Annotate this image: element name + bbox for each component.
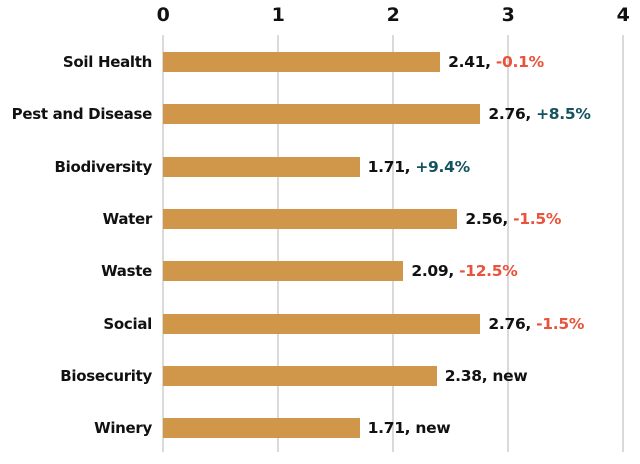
gridline: [507, 35, 509, 452]
value-label: 2.41, -0.1%: [448, 52, 544, 72]
category-label: Soil Health: [62, 53, 152, 71]
value-label: 2.38, new: [445, 366, 528, 386]
bar: [163, 52, 441, 72]
value-number: 2.41,: [448, 53, 496, 71]
value-change: new: [415, 419, 451, 438]
gridline: [392, 35, 394, 452]
gridline: [277, 35, 279, 452]
bar: [163, 313, 481, 334]
value-change: -0.1%: [495, 53, 544, 71]
value-number: 2.76,: [488, 314, 537, 333]
category-label: Water: [102, 209, 153, 228]
value-label: 2.76, +8.5%: [488, 104, 591, 124]
value-label: 2.09, -12.5%: [411, 261, 517, 281]
category-label: Biosecurity: [60, 366, 152, 385]
bar: [163, 156, 360, 177]
bar: [163, 208, 458, 229]
bar: [163, 104, 481, 125]
gridline: [622, 35, 624, 452]
value-number: 2.38,: [444, 366, 493, 385]
value-label: 1.71, +9.4%: [367, 157, 471, 177]
value-number: 1.71,: [367, 157, 416, 176]
value-change: -12.5%: [459, 262, 518, 281]
value-change: +8.5%: [536, 105, 591, 124]
bar: [163, 261, 404, 282]
x-axis-tick-label: 1: [271, 4, 285, 26]
x-axis-tick-label: 4: [616, 4, 630, 26]
category-label: Biodiversity: [54, 157, 152, 176]
category-label: Winery: [94, 419, 152, 438]
bar: [163, 418, 360, 439]
value-label: 2.56, -1.5%: [465, 209, 561, 229]
value-number: 2.76,: [488, 105, 537, 124]
x-axis-tick-label: 0: [156, 4, 170, 26]
x-axis-tick-label: 2: [386, 4, 400, 26]
value-change: new: [492, 366, 528, 385]
category-label: Pest and Disease: [11, 105, 153, 124]
value-change: -1.5%: [536, 314, 585, 333]
category-label: Social: [103, 314, 152, 333]
x-axis-tick-label: 3: [501, 4, 515, 26]
value-change: -1.5%: [513, 209, 562, 228]
value-number: 2.09,: [411, 262, 460, 281]
value-change: +9.4%: [415, 157, 470, 176]
value-number: 1.71,: [367, 419, 416, 438]
gridline: [162, 35, 164, 452]
value-label: 1.71, new: [368, 418, 451, 438]
bar: [163, 365, 437, 386]
category-label: Waste: [101, 262, 152, 281]
value-number: 2.56,: [465, 209, 514, 228]
value-label: 2.76, -1.5%: [488, 314, 584, 334]
